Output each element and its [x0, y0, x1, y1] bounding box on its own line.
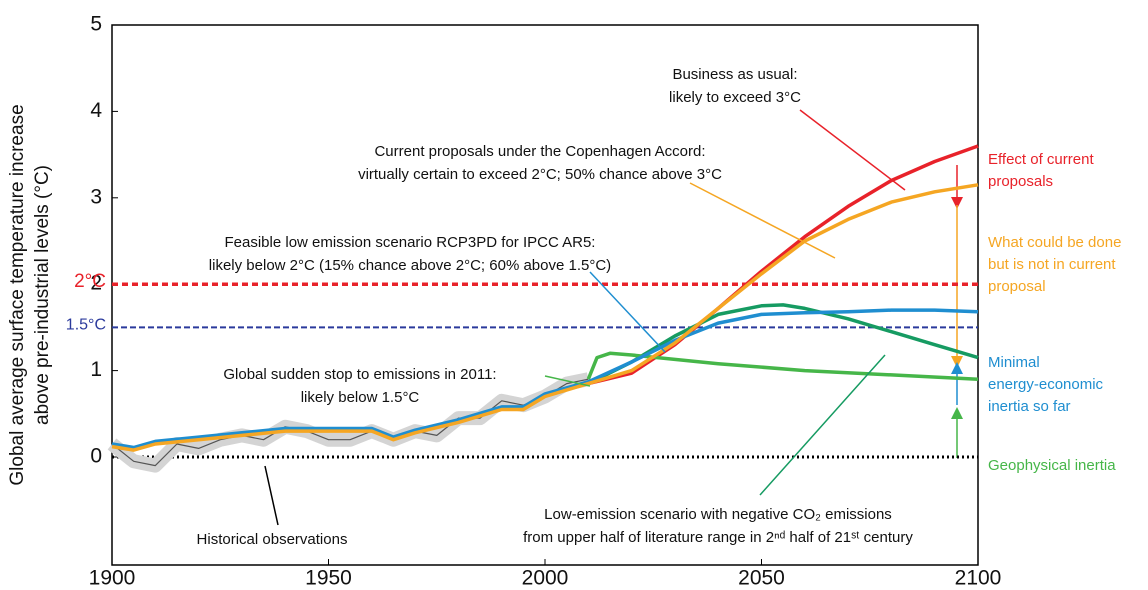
- annotation: Current proposals under the Copenhagen A…: [374, 143, 705, 160]
- annotation: likely below 1.5°C: [301, 389, 420, 406]
- leader-line: [689, 182, 836, 259]
- reference-label: 2°C: [74, 271, 106, 292]
- x-tick-label: 2000: [522, 567, 569, 590]
- series-line: [586, 351, 979, 381]
- annotation: likely below 2°C (15% chance above 2°C; …: [209, 257, 611, 274]
- series-line: [587, 144, 979, 386]
- y-tick-label: 4: [90, 99, 102, 122]
- side-label: proposal: [988, 278, 1046, 295]
- x-tick-label: 1900: [89, 567, 136, 590]
- annotation: Business as usual:: [672, 66, 797, 83]
- series-line: [111, 183, 979, 452]
- series-line: [111, 308, 979, 450]
- side-label: but is not in current: [988, 256, 1116, 273]
- y-tick-label: 2: [90, 272, 102, 295]
- side-label: Minimal: [988, 354, 1040, 371]
- side-label: Effect of current: [988, 151, 1094, 168]
- side-label: What could be done: [988, 234, 1121, 251]
- y-tick-label: 5: [90, 13, 102, 36]
- annotation: Low-emission scenario with negative CO₂ …: [544, 506, 892, 523]
- x-tick-label: 2100: [955, 567, 1002, 590]
- side-label: proposals: [988, 173, 1053, 190]
- reference-label: 1.5°C: [66, 317, 106, 334]
- annotation: Historical observations: [197, 531, 348, 548]
- y-tick-label: 3: [90, 185, 102, 208]
- y-axis-label-line: above pre-industrial levels (°C): [32, 165, 53, 425]
- x-tick-label: 2050: [738, 567, 785, 590]
- leader-line: [264, 465, 279, 526]
- annotation: from upper half of literature range in 2…: [523, 529, 913, 546]
- annotation: virtually certain to exceed 2°C; 50% cha…: [358, 166, 722, 183]
- annotation: likely to exceed 3°C: [669, 89, 801, 106]
- series-line: [111, 378, 589, 467]
- x-tick-label: 1950: [305, 567, 352, 590]
- annotation: Feasible low emission scenario RCP3PD fo…: [225, 234, 596, 251]
- leader-line: [589, 271, 666, 353]
- side-label: energy-economic: [988, 376, 1104, 393]
- leader-line: [544, 375, 591, 387]
- leader-line: [759, 354, 886, 496]
- y-tick-label: 1: [90, 358, 102, 381]
- annotation: Global sudden stop to emissions in 2011:: [223, 366, 496, 383]
- y-axis-label-line: Global average surface temperature incre…: [7, 104, 28, 485]
- side-label: Geophysical inertia: [988, 457, 1116, 474]
- y-tick-label: 0: [90, 445, 102, 468]
- plot-frame: [111, 24, 979, 566]
- series-line: [587, 303, 979, 386]
- leader-line: [799, 109, 906, 191]
- side-label: inertia so far: [988, 398, 1071, 415]
- y-axis-label: Global average surface temperature incre…: [7, 104, 53, 485]
